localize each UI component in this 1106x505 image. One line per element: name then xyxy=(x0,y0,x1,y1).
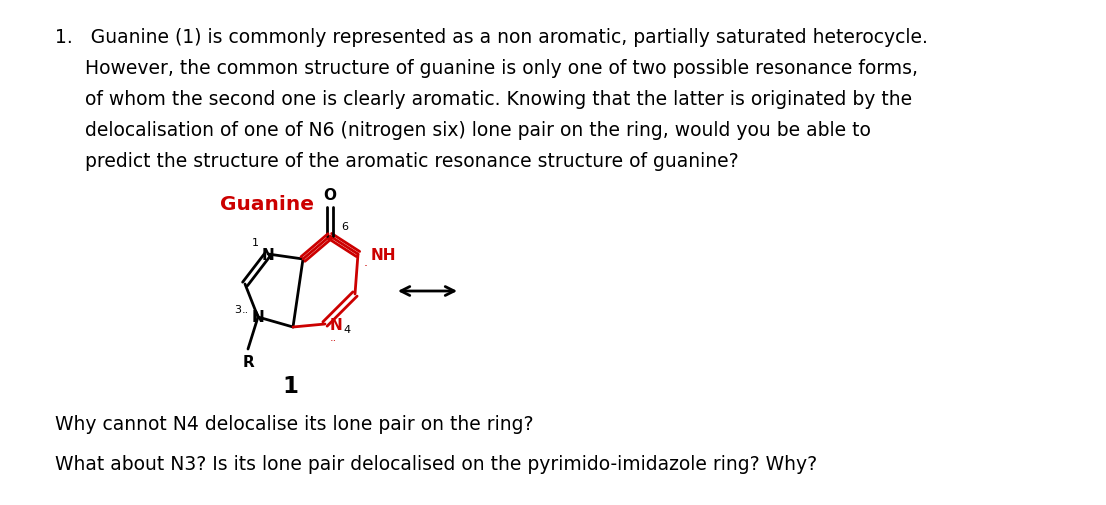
Text: R: R xyxy=(242,355,254,369)
Text: 1: 1 xyxy=(251,237,259,247)
Text: 4: 4 xyxy=(344,324,351,334)
Text: N: N xyxy=(252,310,264,325)
Text: However, the common structure of guanine is only one of two possible resonance f: However, the common structure of guanine… xyxy=(55,59,918,78)
Text: Guanine: Guanine xyxy=(220,194,314,214)
Text: ·: · xyxy=(364,260,368,273)
Text: N: N xyxy=(262,247,274,262)
Text: 1.   Guanine (1) is commonly represented as a non aromatic, partially saturated : 1. Guanine (1) is commonly represented a… xyxy=(55,28,928,47)
Text: Why cannot N4 delocalise its lone pair on the ring?: Why cannot N4 delocalise its lone pair o… xyxy=(55,414,533,433)
Text: NH: NH xyxy=(371,247,396,262)
Text: N: N xyxy=(330,317,343,332)
Text: O: O xyxy=(323,188,336,203)
Text: ··: ·· xyxy=(330,335,336,345)
Text: 1: 1 xyxy=(282,374,298,397)
Text: What about N3? Is its lone pair delocalised on the pyrimido-imidazole ring? Why?: What about N3? Is its lone pair delocali… xyxy=(55,454,817,473)
Text: 6: 6 xyxy=(342,222,348,231)
Text: predict the structure of the aromatic resonance structure of guanine?: predict the structure of the aromatic re… xyxy=(55,152,739,171)
Text: ··: ·· xyxy=(241,308,249,317)
Text: 3: 3 xyxy=(234,305,241,315)
Text: delocalisation of one of N6 (nitrogen six) lone pair on the ring, would you be a: delocalisation of one of N6 (nitrogen si… xyxy=(55,121,870,140)
Text: of whom the second one is clearly aromatic. Knowing that the latter is originate: of whom the second one is clearly aromat… xyxy=(55,90,912,109)
